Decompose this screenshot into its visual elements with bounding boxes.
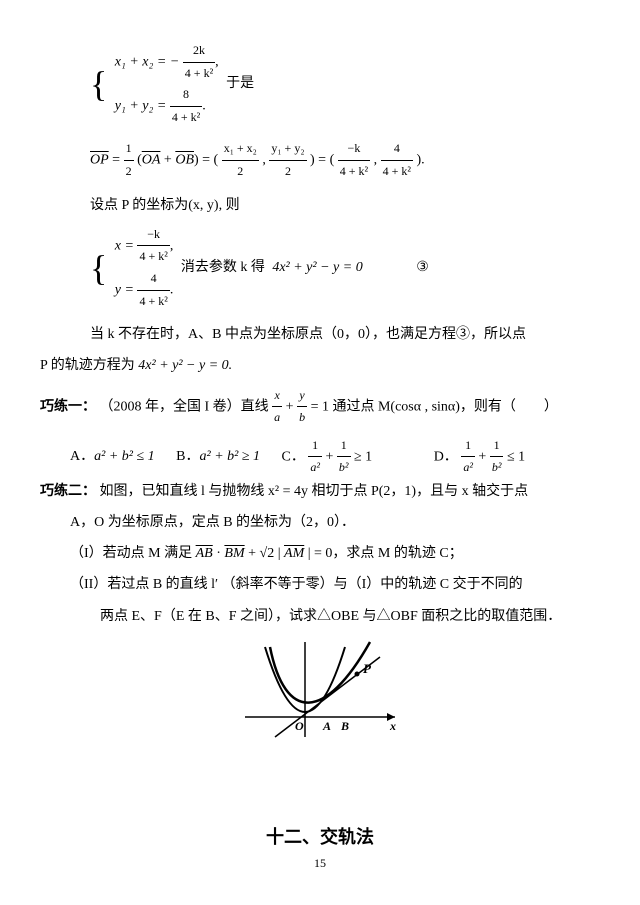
- choice-B: B．a² + b² ≥ 1: [176, 444, 260, 469]
- eq1-line1-lhs: x₁ + x₂ = −: [115, 54, 180, 69]
- choice-D: D． 1a² + 1b² ≤ 1: [434, 435, 525, 479]
- svg-text:B: B: [340, 719, 349, 733]
- practice-1: 巧练一： （2008 年，全国 I 卷）直线 xa + yb = 1 通过点 M…: [40, 385, 600, 429]
- svg-text:A: A: [322, 719, 331, 733]
- equation-label-3: ③: [416, 260, 429, 275]
- svg-text:O: O: [295, 719, 304, 733]
- practice-2-part1: （I）若动点 M 满足 AB · BM + √2 | AM | = 0，求点 M…: [70, 541, 600, 566]
- svg-text:x: x: [389, 719, 396, 733]
- eq1-suffix: 于是: [226, 76, 254, 91]
- choice-C: C． 1a² + 1b² ≥ 1: [282, 435, 373, 479]
- practice-2-part2a: （II）若过点 B 的直线 l′ （斜率不等于零）与（I）中的轨迹 C 交于不同…: [70, 572, 600, 597]
- practice-1-choices: A．a² + b² ≤ 1 B．a² + b² ≥ 1 C． 1a² + 1b²…: [70, 435, 600, 479]
- text-when-k: 当 k 不存在时，A、B 中点为坐标原点（0，0），也满足方程③，所以点: [90, 322, 600, 347]
- equation-system-1: { x₁ + x₂ = − 2k4 + k², y₁ + y₂ = 84 + k…: [90, 40, 600, 128]
- equation-OP: OP = 12 (OA + OB) = ( x₁ + x₂2 , y₁ + y₂…: [90, 138, 600, 182]
- practice-2-part2b: 两点 E、F（E 在 B、F 之间），试求△OBE 与△OBF 面积之比的取值范…: [100, 604, 600, 629]
- choice-A: A．a² + b² ≤ 1: [70, 444, 155, 469]
- page-number: 15: [40, 853, 600, 875]
- eq1-line2-lhs: y₁ + y₂ =: [115, 99, 170, 114]
- svg-text:P: P: [363, 661, 372, 676]
- practice-2-line1: 巧练二： 如图，已知直线 l 与抛物线 x² = 4y 相切于点 P(2，1)，…: [40, 479, 600, 504]
- equation-system-3: { x = −k4 + k², y = 44 + k². 消去参数 k 得 4x…: [90, 224, 600, 312]
- text-trajectory: P 的轨迹方程为 4x² + y² − y = 0.: [40, 353, 600, 378]
- practice-2-line2: A，O 为坐标原点，定点 B 的坐标为（2，0）．: [70, 510, 600, 535]
- text-set-P: 设点 P 的坐标为(x, y), 则: [90, 193, 600, 218]
- section-title: 十二、交轨法: [40, 821, 600, 853]
- page-footer: 十二、交轨法 15: [40, 821, 600, 875]
- parabola-figure: P O A B x: [40, 637, 600, 756]
